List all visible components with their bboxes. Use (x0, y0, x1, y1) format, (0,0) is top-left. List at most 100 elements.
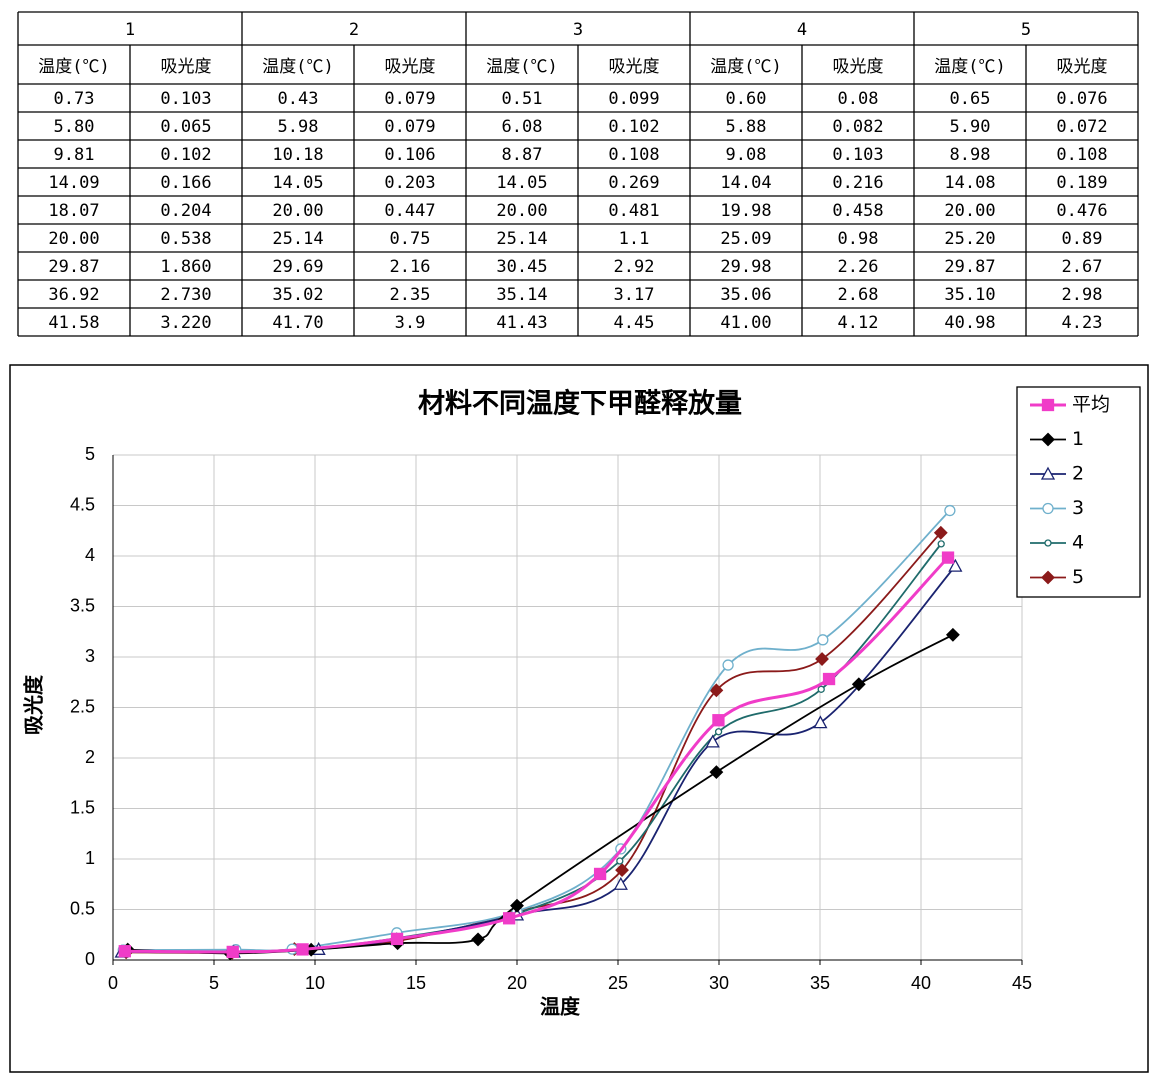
data-point (593, 867, 607, 881)
group-header: 4 (797, 20, 807, 40)
table-cell: 0.076 (1056, 89, 1107, 109)
column-header: 吸光度 (1057, 57, 1108, 77)
table-cell: 2.98 (1062, 285, 1103, 305)
group-header: 3 (573, 20, 583, 40)
table-cell: 0.65 (950, 89, 991, 109)
table-cell: 8.98 (950, 145, 991, 165)
group-header: 2 (349, 20, 359, 40)
table-cell: 0.08 (838, 89, 879, 109)
table-cell: 20.00 (496, 201, 547, 221)
table-cell: 0.204 (160, 201, 211, 221)
column-header: 温度(℃) (710, 57, 781, 77)
table-cell: 29.69 (272, 257, 323, 277)
table-cell: 0.98 (838, 229, 879, 249)
table-cell: 0.079 (384, 117, 435, 137)
legend-marker (1040, 466, 1056, 480)
data-point (937, 540, 945, 548)
table-cell: 2.92 (614, 257, 655, 277)
table-cell: 0.102 (608, 117, 659, 137)
series-line (124, 556, 950, 954)
table-cell: 14.05 (272, 173, 323, 193)
data-point (709, 683, 724, 698)
table-cell: 35.06 (720, 285, 771, 305)
x-tick-label: 0 (108, 973, 118, 993)
data-point (933, 525, 948, 540)
table-cell: 5.98 (278, 117, 319, 137)
data-point (722, 659, 734, 671)
table-cell: 25.20 (944, 229, 995, 249)
data-point (941, 551, 955, 564)
data-point (118, 945, 131, 958)
data-point (714, 728, 723, 736)
column-header: 温度(℃) (38, 57, 109, 77)
x-tick-label: 25 (608, 973, 628, 993)
y-tick-label: 2.5 (70, 696, 95, 716)
table-cell: 0.60 (726, 89, 767, 109)
data-point (510, 898, 524, 913)
column-header: 温度(℃) (486, 57, 557, 77)
column-header: 温度(℃) (262, 57, 333, 77)
table-cell: 35.02 (272, 285, 323, 305)
table-cell: 3.9 (395, 313, 426, 333)
x-tick-label: 45 (1012, 973, 1032, 993)
legend-label: 4 (1072, 532, 1084, 554)
legend-marker (1044, 539, 1052, 547)
table-cell: 29.87 (944, 257, 995, 277)
table-cell: 3.17 (614, 285, 655, 305)
table-cell: 0.447 (384, 201, 435, 221)
table-cell: 0.072 (1056, 117, 1107, 137)
data-point (616, 857, 624, 865)
y-tick-label: 5 (85, 444, 95, 464)
legend-box (1016, 386, 1141, 598)
table-cell: 18.07 (48, 201, 99, 221)
legend-marker (1041, 570, 1055, 585)
table-cell: 9.81 (54, 145, 95, 165)
table-cell: 30.45 (496, 257, 547, 277)
table-cell: 41.00 (720, 313, 771, 333)
table-cell: 0.43 (278, 89, 319, 109)
data-point (615, 863, 629, 878)
table-cell: 1.860 (160, 257, 211, 277)
table-cell: 20.00 (944, 201, 995, 221)
legend-label: 平均 (1072, 394, 1110, 416)
x-axis-title: 温度 (540, 995, 581, 1019)
table-cell: 41.43 (496, 313, 547, 333)
table-cell: 35.10 (944, 285, 995, 305)
data-point (945, 627, 960, 642)
chart-title: 材料不同温度下甲醛释放量 (418, 388, 742, 420)
table-cell: 0.065 (160, 117, 211, 137)
table-cell: 0.73 (54, 89, 95, 109)
table-cell: 35.14 (496, 285, 547, 305)
y-tick-label: 4.5 (70, 494, 95, 514)
table-cell: 2.26 (838, 257, 879, 277)
table-cell: 8.87 (502, 145, 543, 165)
data-point (390, 932, 404, 946)
table-cell: 41.70 (272, 313, 323, 333)
x-tick-label: 15 (406, 973, 426, 993)
data-point (471, 932, 485, 947)
data-point (296, 943, 309, 956)
table-cell: 0.89 (1062, 229, 1103, 249)
column-header: 吸光度 (385, 57, 436, 77)
group-header: 5 (1021, 20, 1031, 40)
table-cell: 0.458 (832, 201, 883, 221)
table-cell: 0.103 (832, 145, 883, 165)
data-point (948, 558, 963, 572)
table-cell: 14.05 (496, 173, 547, 193)
x-tick-label: 10 (305, 973, 325, 993)
table-cell: 0.51 (502, 89, 543, 109)
table-cell: 2.35 (390, 285, 431, 305)
data-point (502, 912, 516, 925)
data-point (815, 652, 829, 666)
table-cell: 0.538 (160, 229, 211, 249)
table-cell: 10.18 (272, 145, 323, 165)
table-cell: 9.08 (726, 145, 767, 165)
table-cell: 1.1 (619, 229, 650, 249)
table-cell: 3.220 (160, 313, 211, 333)
table-cell: 0.481 (608, 201, 659, 221)
table-cell: 4.12 (838, 313, 879, 333)
table-cell: 0.106 (384, 145, 435, 165)
y-tick-label: 4 (85, 545, 95, 565)
table-cell: 0.476 (1056, 201, 1107, 221)
x-tick-label: 40 (911, 973, 931, 993)
